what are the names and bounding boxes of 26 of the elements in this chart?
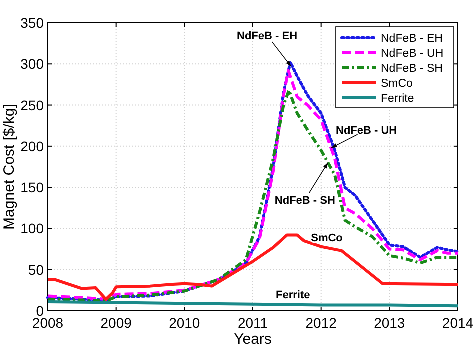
y-tick-label: 200 [20,138,44,154]
x-axis-title: Years [234,331,272,346]
annotation: NdFeB - EH [237,30,298,43]
y-tick-label: 350 [20,15,44,31]
y-tick-label: 250 [20,97,44,114]
y-tick-label: 300 [20,56,44,72]
legend-label: NdFeB - EH [381,33,443,45]
annotation: NdFeB - SH [274,194,336,207]
x-tick-label: 2012 [306,315,338,331]
annotation: Ferrite [276,289,310,302]
x-tick-label: 2014 [442,315,474,331]
x-tick-label: 2010 [169,315,200,331]
annotation: SmCo [311,232,344,244]
x-tick-label: 2009 [100,315,132,331]
line-series [46,234,460,301]
y-tick-label: 100 [20,220,44,237]
legend-label: NdFeB - SH [381,63,443,75]
annotation: NdFeB - UH [336,125,398,138]
x-tick-label: 2011 [238,315,268,331]
legend-label: NdFeB - UH [381,48,444,60]
y-tick-label: 150 [20,180,44,196]
legend-label: SmCo [381,78,413,90]
y-axis-title: Magnet Cost [$/kg] [1,104,18,230]
y-tick-label: 50 [28,262,44,278]
x-tick-label: 2013 [374,315,406,331]
legend-label: Ferrite [381,93,414,105]
